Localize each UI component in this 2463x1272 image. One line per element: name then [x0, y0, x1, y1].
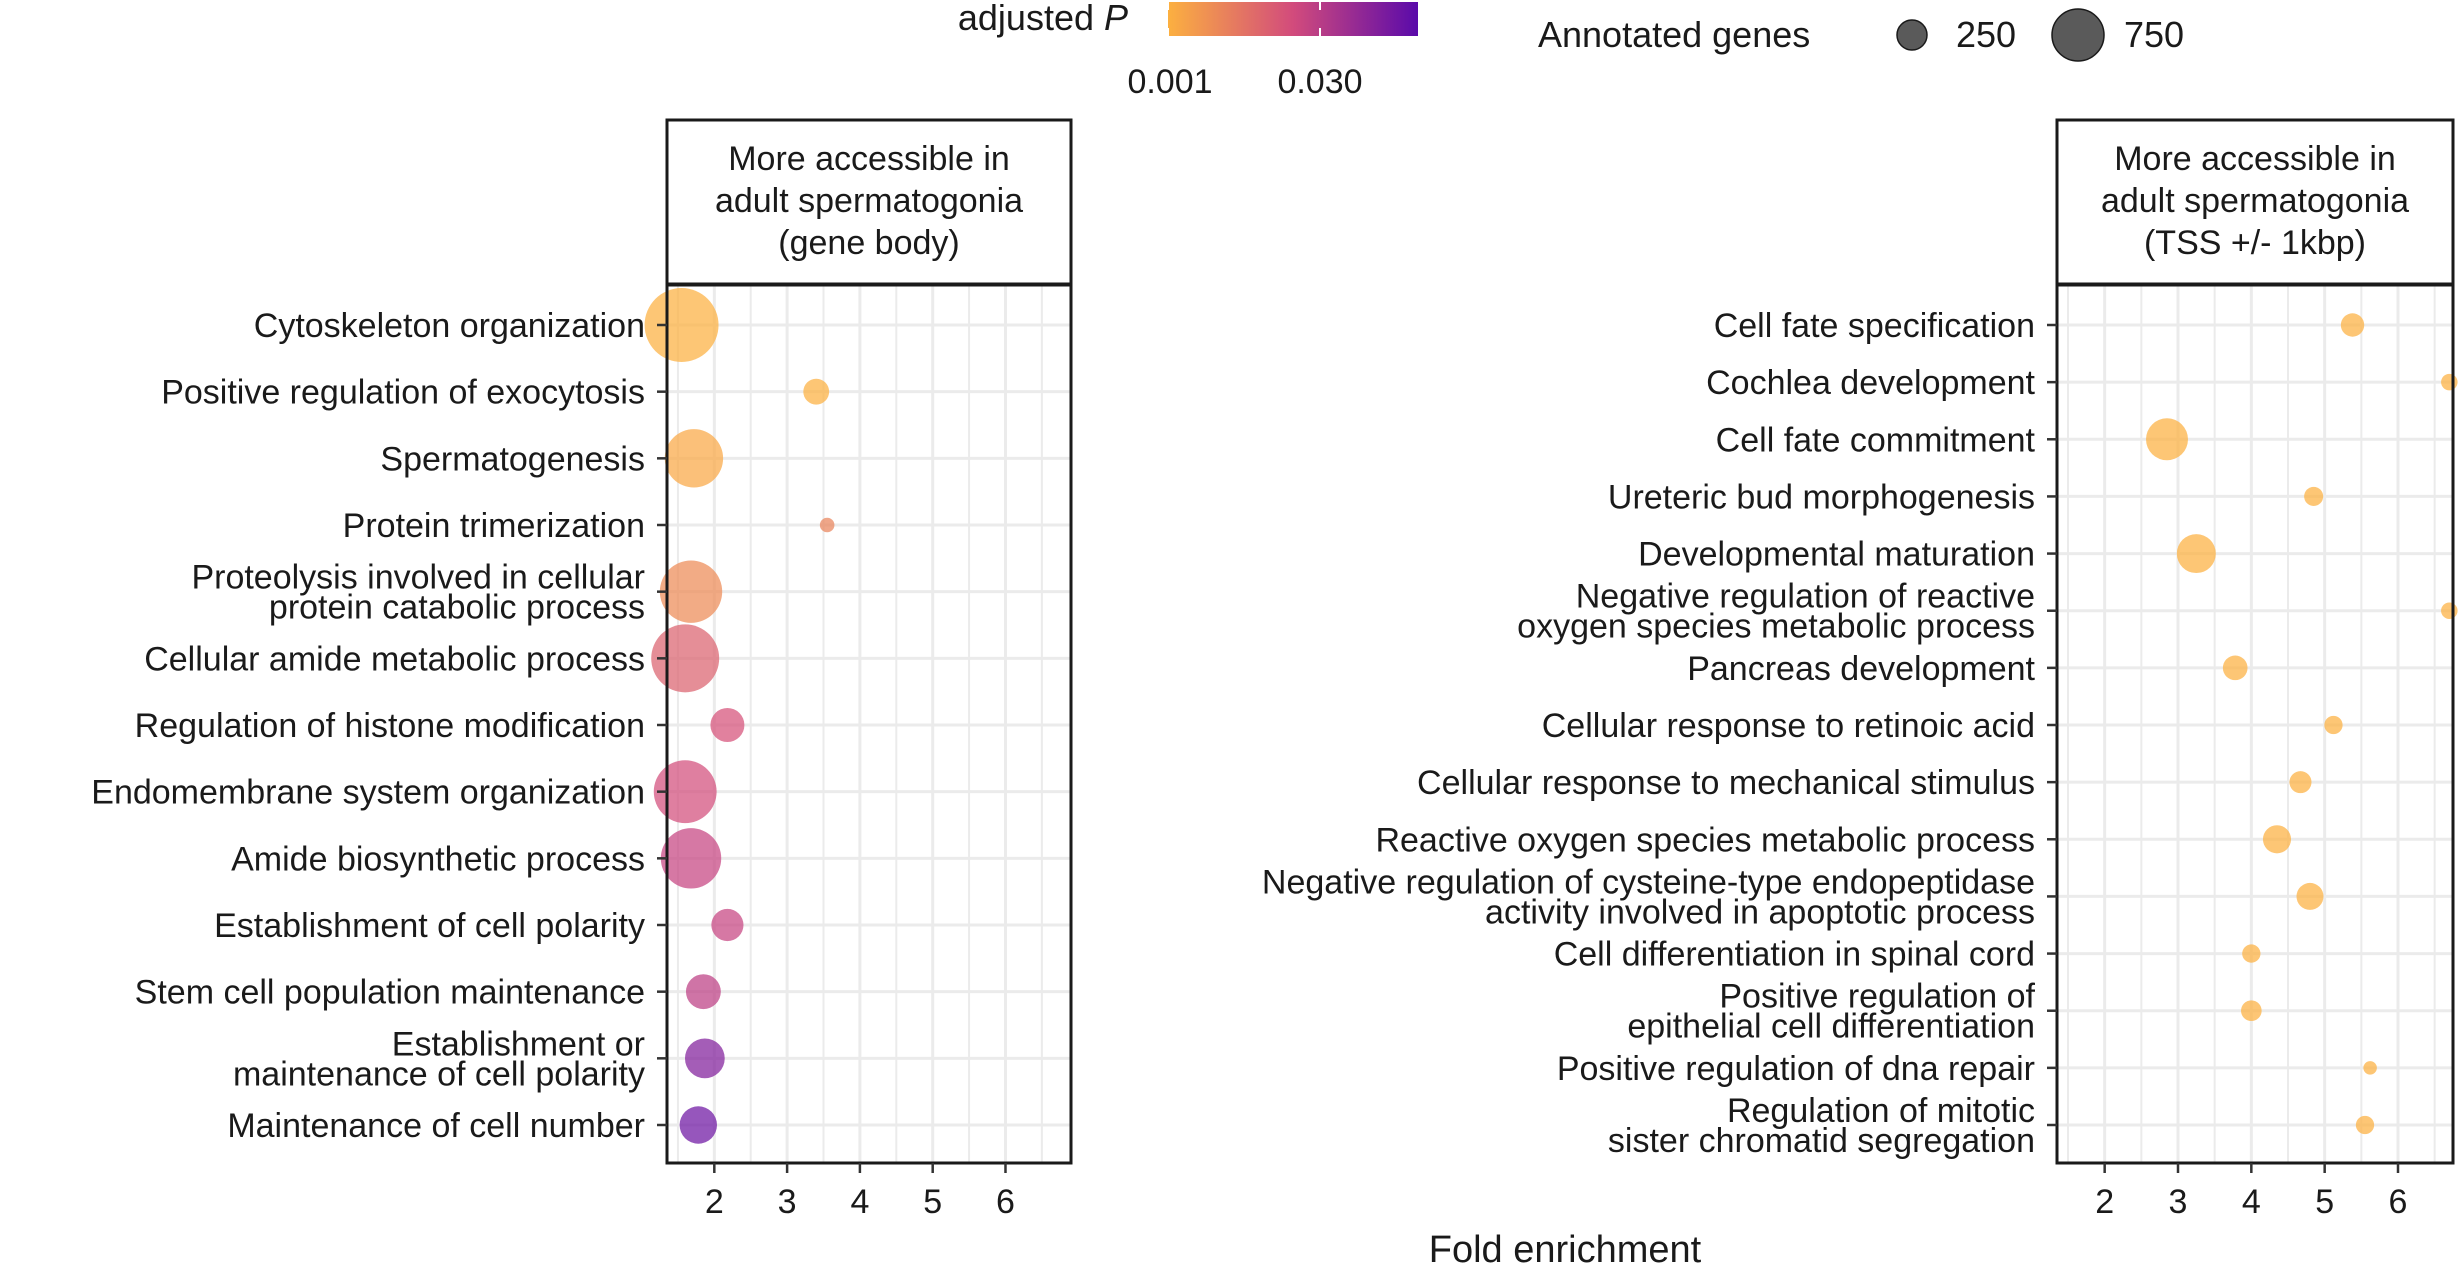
data-point [644, 288, 719, 362]
panel-title-line-2: adult spermatogonia [2101, 182, 2409, 220]
color-legend-title: adjusted P [958, 0, 1128, 38]
data-point [711, 908, 744, 942]
color-legend: adjusted P 0.001 0.030 [958, 0, 1418, 101]
y-tick-label: oxygen species metabolic process [1517, 608, 2035, 646]
data-point [2289, 771, 2312, 794]
data-point [2363, 1061, 2377, 1075]
y-tick-label: Cell fate specification [1714, 307, 2035, 345]
y-tick-label: Positive regulation of exocytosis [161, 374, 645, 412]
y-tick-label: Endomembrane system organization [91, 774, 645, 812]
panel-title-line-1: More accessible in [2114, 140, 2396, 178]
y-tick-label: Protein trimerization [343, 507, 645, 545]
x-tick-label: 3 [2169, 1183, 2188, 1221]
plot-area: Cytoskeleton organization Positive regula… [91, 283, 1073, 1221]
y-tick-label: Cellular response to retinoic acid [1542, 707, 2035, 745]
y-tick-label: Establishment or [392, 1025, 645, 1063]
data-point [2355, 1115, 2375, 1135]
y-tick-label: Establishment of cell polarity [214, 907, 645, 945]
panel-title-line-3: (gene body) [778, 224, 959, 262]
y-tick-label: Reactive oxygen species metabolic proces… [1375, 821, 2035, 859]
x-tick-label: 2 [705, 1183, 724, 1221]
y-tick-label: epithelial cell differentiation [1627, 1008, 2035, 1046]
x-tick-label: 2 [2095, 1183, 2114, 1221]
panel-title-line-1: More accessible in [728, 140, 1010, 178]
size-legend-dot-small [1896, 19, 1928, 51]
x-tick-label: 6 [2389, 1183, 2408, 1221]
y-tick-label: Positive regulation of dna repair [1557, 1050, 2035, 1088]
colorbar-tick-label-low: 0.001 [1127, 63, 1212, 101]
data-point [803, 378, 830, 405]
data-point [2146, 418, 2188, 461]
plot-area: Cell fate specification Cochlea developme… [1262, 283, 2458, 1221]
data-point [653, 760, 717, 824]
data-point [664, 429, 724, 488]
data-point [685, 974, 721, 1010]
y-tick-label: Stem cell population maintenance [135, 974, 645, 1012]
size-legend-label-small: 250 [1956, 14, 2016, 55]
color-legend-title-italic: P [1104, 0, 1128, 38]
x-tick-label: 5 [2315, 1183, 2334, 1221]
data-point [659, 560, 723, 623]
panel-title-line-3: (TSS +/- 1kbp) [2144, 224, 2366, 262]
y-tick-label: Proteolysis involved in cellular [191, 559, 645, 597]
y-tick-label: Cochlea development [1706, 364, 2035, 402]
y-tick-label: Spermatogenesis [380, 440, 645, 478]
data-point [2262, 825, 2292, 854]
colorbar [1168, 2, 1418, 36]
data-point [2176, 534, 2216, 574]
data-point [710, 708, 745, 742]
y-tick-label: Cell differentiation in spinal cord [1554, 936, 2035, 974]
y-tick-label: Developmental maturation [1638, 536, 2035, 574]
data-point [2324, 715, 2343, 735]
data-point [660, 828, 722, 889]
color-legend-title-text: adjusted [958, 0, 1104, 38]
y-tick-label: protein catabolic process [269, 589, 645, 627]
y-tick-label: Pancreas development [1687, 650, 2035, 688]
y-tick-label: Positive regulation of [1719, 978, 2035, 1016]
data-point [2304, 486, 2324, 506]
y-tick-label: Negative regulation of cysteine-type end… [1262, 863, 2035, 901]
data-point [2340, 313, 2365, 337]
data-point [2241, 1000, 2262, 1022]
y-tick-label: Ureteric bud morphogenesis [1608, 478, 2035, 516]
data-point [819, 517, 835, 533]
y-tick-label: Cytoskeleton organization [254, 307, 645, 345]
y-tick-label: Cell fate commitment [1716, 421, 2036, 459]
x-tick-label: 4 [2242, 1183, 2261, 1221]
data-point [679, 1106, 717, 1144]
data-point [2242, 944, 2261, 963]
y-tick-label: Negative regulation of reactive [1576, 578, 2035, 616]
size-legend-title: Annotated genes [1538, 14, 1810, 55]
y-tick-label: Cellular response to mechanical stimulus [1417, 764, 2035, 802]
panel-gene-body: More accessible in adult spermatogonia (… [91, 118, 1073, 1221]
x-tick-label: 4 [850, 1183, 869, 1221]
size-legend: Annotated genes 250 750 [1538, 8, 2184, 62]
x-tick-label: 3 [778, 1183, 797, 1221]
panel-title-strip [665, 118, 1073, 286]
data-point [2296, 882, 2324, 910]
y-tick-label: maintenance of cell polarity [233, 1055, 645, 1093]
panel-tss: More accessible in adult spermatogonia (… [1262, 118, 2458, 1221]
x-tick-label: 5 [923, 1183, 942, 1221]
data-point [2441, 602, 2458, 619]
data-point [2441, 373, 2458, 391]
size-legend-dot-large [2051, 8, 2105, 62]
y-tick-label: Amide biosynthetic process [231, 840, 645, 878]
x-axis-title: Fold enrichment [1429, 1229, 1702, 1271]
size-legend-label-large: 750 [2124, 14, 2184, 55]
data-point [2222, 655, 2248, 681]
y-tick-label: Maintenance of cell number [227, 1107, 645, 1145]
y-tick-label: Regulation of mitotic [1727, 1092, 2035, 1130]
y-tick-label: Regulation of histone modification [135, 707, 645, 745]
panel-title-line-2: adult spermatogonia [715, 182, 1023, 220]
y-tick-label: Cellular amide metabolic process [144, 640, 645, 678]
y-tick-label: activity involved in apoptotic process [1485, 893, 2035, 931]
data-point [684, 1038, 725, 1079]
x-tick-label: 6 [996, 1183, 1015, 1221]
colorbar-tick-label-high: 0.030 [1277, 63, 1362, 101]
y-tick-label: sister chromatid segregation [1608, 1122, 2035, 1160]
